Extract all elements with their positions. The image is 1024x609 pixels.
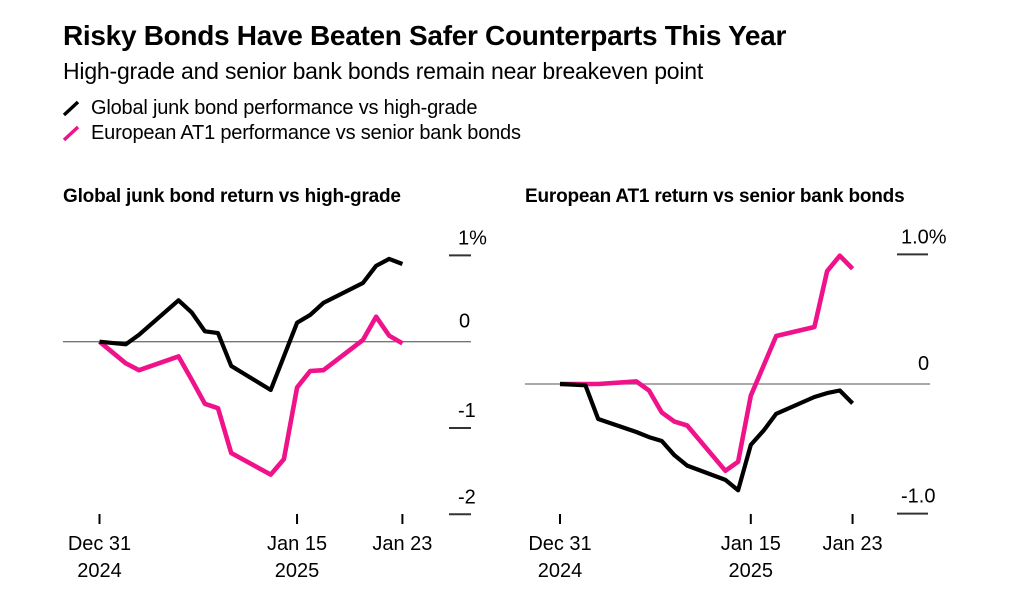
junk-bond-series-line [99,256,404,393]
page-title: Risky Bonds Have Beaten Safer Counterpar… [63,20,787,51]
x-axis-date-label: Jan 23 [823,533,883,555]
y-axis-label: 0 [459,311,470,333]
x-axis-year-label: 2025 [275,560,320,582]
legend-item-at1: European AT1 performance vs senior bank … [61,121,521,146]
black-line-legend-icon [62,100,80,117]
pink-line-legend-icon [62,125,80,142]
y-axis-label: 1% [458,227,487,249]
x-axis-date-label: Jan 15 [267,533,327,555]
x-axis-date-label: Dec 31 [68,533,131,555]
x-axis-year-label: 2024 [538,560,583,582]
y-axis-label: -2 [458,486,476,508]
x-axis-date-label: Jan 15 [721,533,781,555]
legend: Global junk bond performance vs high-gra… [61,96,521,146]
at1-series-line [98,314,404,477]
at1-series-line [560,253,855,474]
y-axis-label: -1.0 [901,486,935,508]
y-axis-label: 0 [918,353,929,375]
page-subtitle: High-grade and senior bank bonds remain … [63,58,704,84]
right-chart-title: European AT1 return vs senior bank bonds [525,186,904,207]
left-chart-title: Global junk bond return vs high-grade [63,186,401,207]
left-chart-junk-vs-high-grade: Global junk bond return vs high-grade 1%… [63,186,487,582]
x-axis-year-label: 2025 [729,560,774,582]
x-axis-year-label: 2024 [77,560,122,582]
x-axis-date-label: Jan 23 [372,533,432,555]
y-axis-label: -1 [458,400,476,422]
y-axis-label: 1.0% [901,226,947,248]
legend-item-junk-bond: Global junk bond performance vs high-gra… [61,96,521,121]
legend-label-at1: European AT1 performance vs senior bank … [91,122,521,144]
legend-label-junk-bond: Global junk bond performance vs high-gra… [91,97,478,119]
junk-bond-series-line [559,381,855,493]
x-axis-date-label: Dec 31 [528,533,591,555]
right-chart-at1-vs-senior: European AT1 return vs senior bank bonds… [525,186,947,582]
